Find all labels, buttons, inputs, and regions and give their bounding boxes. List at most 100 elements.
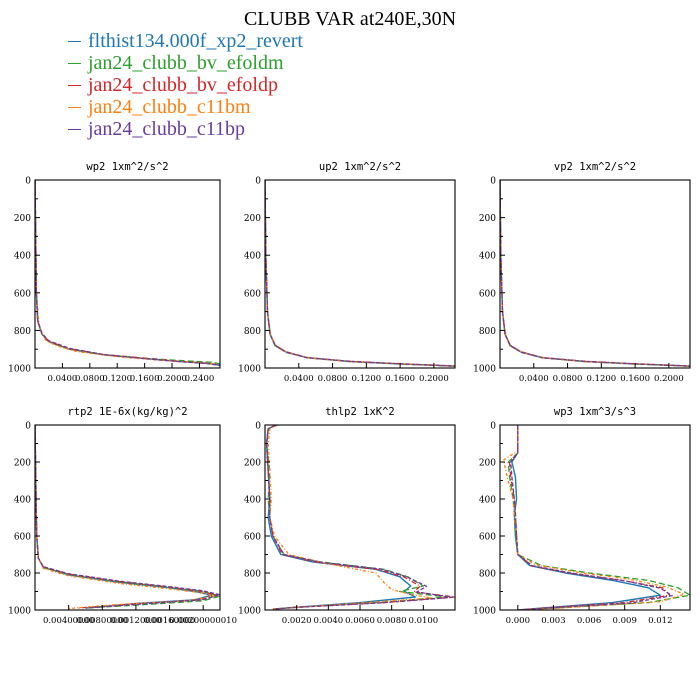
plot-frame: [264, 179, 456, 369]
y-tick-label: 1000: [238, 607, 261, 617]
y-tick-label: 400: [479, 252, 496, 262]
legend-label: jan24_clubb_bv_efoldp: [88, 74, 278, 96]
legend-label: jan24_clubb_c11bm: [88, 96, 251, 118]
series-line: [265, 180, 455, 367]
y-tick-label: 600: [14, 289, 31, 299]
x-tick-label: 0.006: [577, 616, 601, 626]
y-tick-label: 800: [14, 570, 31, 580]
y-tick-label: 1000: [473, 607, 496, 617]
series-line: [35, 425, 220, 609]
series-line: [265, 180, 455, 367]
y-tick-label: 1000: [8, 365, 31, 375]
y-tick-label: 200: [479, 459, 496, 469]
plot-frame: [264, 424, 456, 611]
series-line: [265, 180, 455, 367]
panel-title: thlp2 1xK^2: [325, 406, 395, 418]
x-tick-label: 0.00800000: [77, 616, 128, 626]
series-line: [35, 425, 214, 610]
x-tick-label: 0.2000: [654, 374, 684, 384]
series-group: [502, 425, 690, 610]
series-line: [265, 425, 455, 610]
y-tick-label: 400: [479, 496, 496, 506]
y-tick-label: 0: [25, 422, 31, 432]
y-tick-label: 200: [14, 459, 31, 469]
y-tick-label: 1000: [8, 607, 31, 617]
x-tick-label: 0.009: [613, 616, 637, 626]
x-tick-label: 0.1200: [351, 374, 381, 384]
series-line: [35, 180, 220, 366]
y-tick-label: 600: [479, 533, 496, 543]
y-tick-label: 0: [255, 422, 261, 432]
x-tick-label: 0.0060: [345, 616, 375, 626]
y-tick-label: 200: [244, 459, 261, 469]
series-group: [265, 425, 455, 610]
x-tick-label: 0.1200: [586, 374, 616, 384]
x-tick-label: 0.2400: [185, 374, 215, 384]
y-tick-label: 600: [479, 289, 496, 299]
series-group: [265, 180, 455, 367]
series-line: [35, 180, 214, 365]
y-tick-label: 800: [14, 327, 31, 337]
panel-title: rtp2 1E-6x(kg/kg)^2: [67, 406, 187, 418]
x-tick-label: 0.2000: [419, 374, 449, 384]
x-tick-label: 0.0040: [313, 616, 343, 626]
y-tick-label: 400: [244, 496, 261, 506]
y-tick-label: 800: [479, 327, 496, 337]
panel-title: up2 1xm^2/s^2: [319, 161, 401, 173]
x-tick-label: 0.0400: [48, 374, 78, 384]
x-tick-label: 0.0400: [519, 374, 549, 384]
y-tick-label: 0: [490, 422, 496, 432]
y-tick-label: 0: [25, 177, 31, 187]
panel-title: vp2 1xm^2/s^2: [554, 161, 636, 173]
legend-item: flthist134.000f_xp2_revert: [68, 30, 303, 52]
legend-item: jan24_clubb_bv_efoldp: [68, 74, 303, 96]
chart-panel: thlp2 1xK^2 0 200 400 600 800 1000 0.0020 0.0040…: [238, 406, 456, 626]
series-line: [500, 180, 690, 367]
chart-panel: wp3 1xm^3/s^3 0 200 400 600 800 1000 0.000 0.003…: [473, 406, 691, 626]
series-line: [35, 425, 213, 609]
series-group: [500, 180, 690, 367]
y-tick-label: 0: [255, 177, 261, 187]
series-line: [500, 180, 690, 367]
y-tick-label: 800: [479, 570, 496, 580]
x-tick-label: 0.0100: [408, 616, 438, 626]
x-tick-label: 0.0400: [284, 374, 314, 384]
series-line: [500, 180, 690, 367]
series-line: [511, 425, 661, 610]
x-tick-label: 0.00400000: [43, 616, 94, 626]
x-tick-label: 0.00160000: [144, 616, 195, 626]
y-tick-label: 800: [244, 327, 261, 337]
x-tick-label: 0.2000: [157, 374, 187, 384]
legend-item: jan24_clubb_c11bm: [68, 96, 303, 118]
chart-panel: rtp2 1E-6x(kg/kg)^2 0 200 400 600 800 1000 0.00…: [8, 406, 237, 626]
y-tick-label: 400: [14, 496, 31, 506]
x-tick-label: 0.0020: [282, 616, 312, 626]
y-tick-label: 600: [244, 533, 261, 543]
y-tick-label: 0: [490, 177, 496, 187]
series-line: [500, 180, 690, 367]
series-line: [35, 180, 220, 367]
series-group: [35, 425, 220, 610]
series-line: [265, 425, 453, 610]
y-tick-label: 800: [244, 570, 261, 580]
legend-line-icon: [68, 40, 81, 42]
panel-title: wp2 1xm^2/s^2: [86, 161, 168, 173]
y-tick-label: 600: [244, 289, 261, 299]
x-tick-label: 0.003: [541, 616, 565, 626]
series-line: [265, 180, 455, 367]
plot-frame: [499, 179, 691, 369]
y-tick-label: 200: [14, 214, 31, 224]
x-tick-label: 0.1600: [130, 374, 160, 384]
plot-frame: [499, 424, 691, 611]
y-tick-label: 400: [244, 252, 261, 262]
x-tick-label: 0.0800: [318, 374, 348, 384]
x-tick-label: 0.1600: [620, 374, 650, 384]
y-tick-label: 200: [479, 214, 496, 224]
x-tick-label: 0.1600: [385, 374, 415, 384]
chart-panel: wp2 1xm^2/s^2 0 200 400 600 800 1000 0.04000.08…: [8, 161, 221, 384]
series-line: [502, 425, 685, 610]
panel-title: wp3 1xm^3/s^3: [554, 406, 636, 418]
x-tick-label: 0.012: [648, 616, 672, 626]
y-tick-label: 600: [14, 533, 31, 543]
